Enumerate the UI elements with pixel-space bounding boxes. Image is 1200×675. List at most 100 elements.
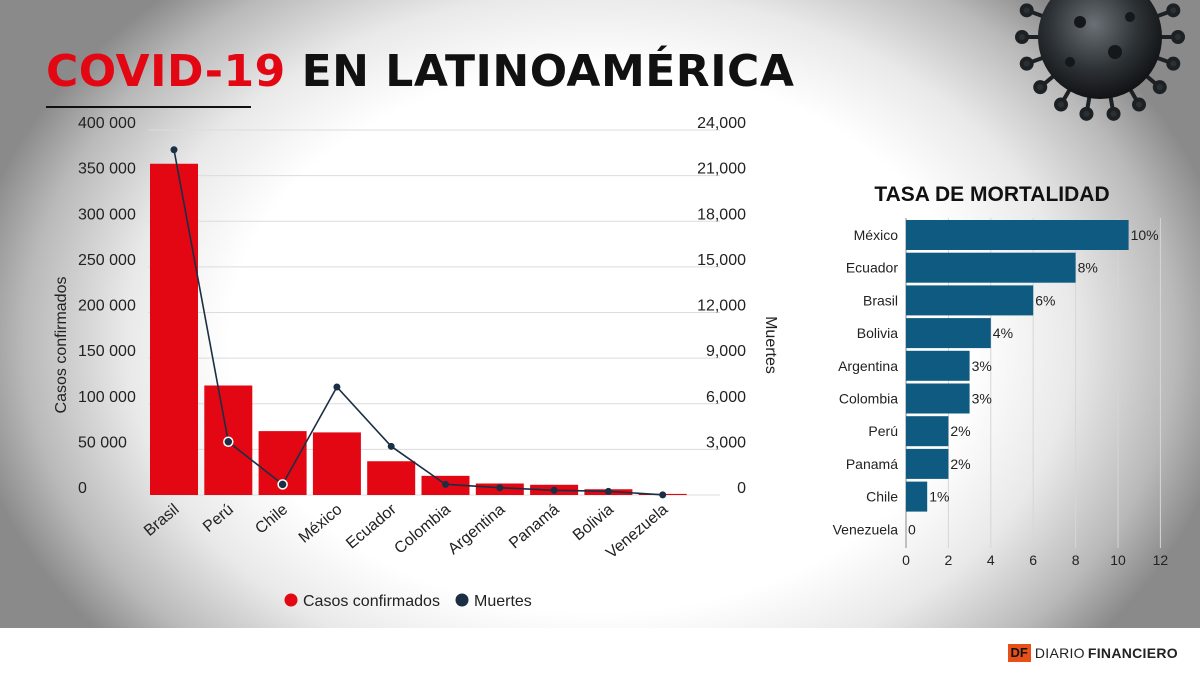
virus-spike-tip	[1079, 106, 1094, 121]
deaths-point	[333, 383, 341, 391]
virus-spike-tip	[1106, 106, 1121, 121]
x-tick-label: Argentina	[445, 501, 508, 558]
y2-tick-label: 21,000	[697, 161, 746, 178]
y-tick-label: 350 000	[78, 161, 136, 178]
y-tick-label: 50 000	[78, 434, 127, 451]
legend-marker-cases	[284, 593, 298, 607]
x-tick-label: Chile	[252, 501, 291, 538]
y2-tick-label: 3,000	[706, 434, 746, 451]
rate-bar-méxico	[906, 220, 1129, 250]
rate-data-label: 2%	[950, 456, 970, 472]
rate-bar-brasil	[906, 285, 1034, 316]
rate-bar-perú	[906, 416, 949, 447]
logo-mark: DF	[1007, 644, 1031, 662]
logo-name-bold: FINANCIERO	[1087, 645, 1178, 661]
y-tick-label: 100 000	[78, 389, 136, 406]
y2-tick-label: 24,000	[697, 115, 746, 132]
virus-spike-tip	[1171, 30, 1185, 44]
rate-category-label: Perú	[868, 423, 898, 439]
rate-category-label: Colombia	[839, 391, 898, 407]
rate-bar-colombia	[906, 383, 970, 414]
y2-axis-title: Muertes	[762, 316, 779, 374]
deaths-point	[604, 487, 612, 495]
infographic: COVID-19 EN LATINOAMÉRICA 0 50 000 100 000…	[0, 0, 1200, 628]
rate-data-label: 8%	[1078, 260, 1098, 276]
y-tick-label: 200 000	[78, 298, 136, 315]
virus-spike-tip	[1166, 3, 1181, 18]
rate-x-tick-label: 10	[1110, 552, 1126, 568]
rate-data-label: 0	[908, 521, 916, 537]
deaths-point	[387, 442, 395, 450]
virus-spike-tip	[1033, 80, 1048, 95]
page-title: COVID-19 EN LATINOAMÉRICA	[46, 50, 794, 94]
rate-x-tick-label: 8	[1072, 552, 1080, 568]
rate-x-tick-label: 6	[1029, 552, 1037, 568]
rate-category-label: Ecuador	[846, 260, 898, 276]
rate-category-label: Argentina	[838, 358, 898, 374]
rate-category-label: Panamá	[846, 456, 898, 472]
legend-marker-deaths	[455, 593, 469, 607]
rate-bar-bolivia	[906, 318, 991, 349]
virus-spike-tip	[1132, 97, 1146, 112]
rate-category-label: México	[854, 227, 899, 243]
y2-tick-label: 12,000	[697, 298, 746, 315]
rate-data-label: 6%	[1035, 292, 1055, 308]
mortality-rate-chart: TASA DE MORTALIDAD 0 2 4 6 8 10 12 México 10% Ecua…	[833, 183, 1169, 568]
x-tick-label: Bolivia	[570, 501, 617, 544]
y-tick-label: 250 000	[78, 252, 136, 269]
title-highlight: COVID-19	[46, 46, 286, 97]
rate-x-tick-label: 0	[902, 552, 910, 568]
rate-x-tick-label: 2	[945, 552, 953, 568]
x-tick-label: Brasil	[141, 501, 183, 540]
rate-data-label: 2%	[950, 423, 970, 439]
y-tick-label: 400 000	[78, 115, 136, 132]
footer	[0, 628, 1200, 675]
bar-ecuador	[367, 461, 416, 495]
deaths-point	[550, 486, 558, 494]
deaths-point	[496, 484, 504, 492]
title-underline	[46, 106, 251, 108]
deaths-point	[442, 480, 449, 488]
y-tick-label: 0	[78, 480, 87, 497]
legend-label-deaths: Muertes	[474, 593, 532, 610]
x-tick-label: Perú	[200, 501, 237, 536]
x-tick-label: México	[296, 501, 346, 547]
rate-chart-title: TASA DE MORTALIDAD	[874, 183, 1109, 206]
rate-category-label: Venezuela	[833, 521, 899, 537]
y-tick-label: 150 000	[78, 343, 136, 360]
rate-bar-chile	[906, 481, 928, 512]
rate-category-label: Brasil	[863, 292, 898, 308]
rate-bar-argentina	[906, 350, 970, 381]
diario-financiero-logo: DF DIARIO FINANCIERO	[1007, 644, 1179, 662]
rate-data-label: 10%	[1131, 227, 1159, 243]
y2-tick-label: 6,000	[706, 389, 746, 406]
rate-bar-ecuador	[906, 252, 1076, 283]
virus-spike-tip	[1015, 30, 1029, 44]
cases-deaths-chart: 0 50 000 100 000 150 000 200 000 250 000 300 0…	[53, 115, 779, 610]
logo-name-light: DIARIO	[1034, 645, 1085, 661]
rate-x-tick-label: 12	[1153, 552, 1169, 568]
title-rest: EN LATINOAMÉRICA	[301, 46, 795, 97]
rate-bar-panamá	[906, 448, 949, 479]
virus-spike-tip	[1054, 97, 1068, 112]
rate-data-label: 4%	[993, 325, 1013, 341]
deaths-point	[170, 146, 178, 154]
virus-spike-tip	[1019, 56, 1034, 71]
y2-tick-label: 18,000	[697, 206, 746, 223]
y2-tick-label: 15,000	[697, 252, 746, 269]
deaths-point	[277, 479, 288, 490]
virus-icon	[1015, 0, 1185, 121]
rate-x-tick-label: 4	[987, 552, 995, 568]
y2-tick-label: 9,000	[706, 343, 746, 360]
virus-spike-tip	[1019, 3, 1034, 18]
y2-tick-label: 0	[737, 480, 746, 497]
legend-label-cases: Casos confirmados	[303, 593, 440, 610]
virus-spike-tip	[1166, 56, 1181, 71]
bar-brasil	[150, 163, 198, 495]
virus-spike-tip	[1152, 80, 1167, 95]
rate-category-label: Chile	[866, 489, 898, 505]
x-tick-label: Panamá	[506, 501, 563, 552]
y-tick-label: 300 000	[78, 206, 136, 223]
rate-category-label: Bolivia	[857, 325, 898, 341]
bar-méxico	[312, 432, 361, 495]
